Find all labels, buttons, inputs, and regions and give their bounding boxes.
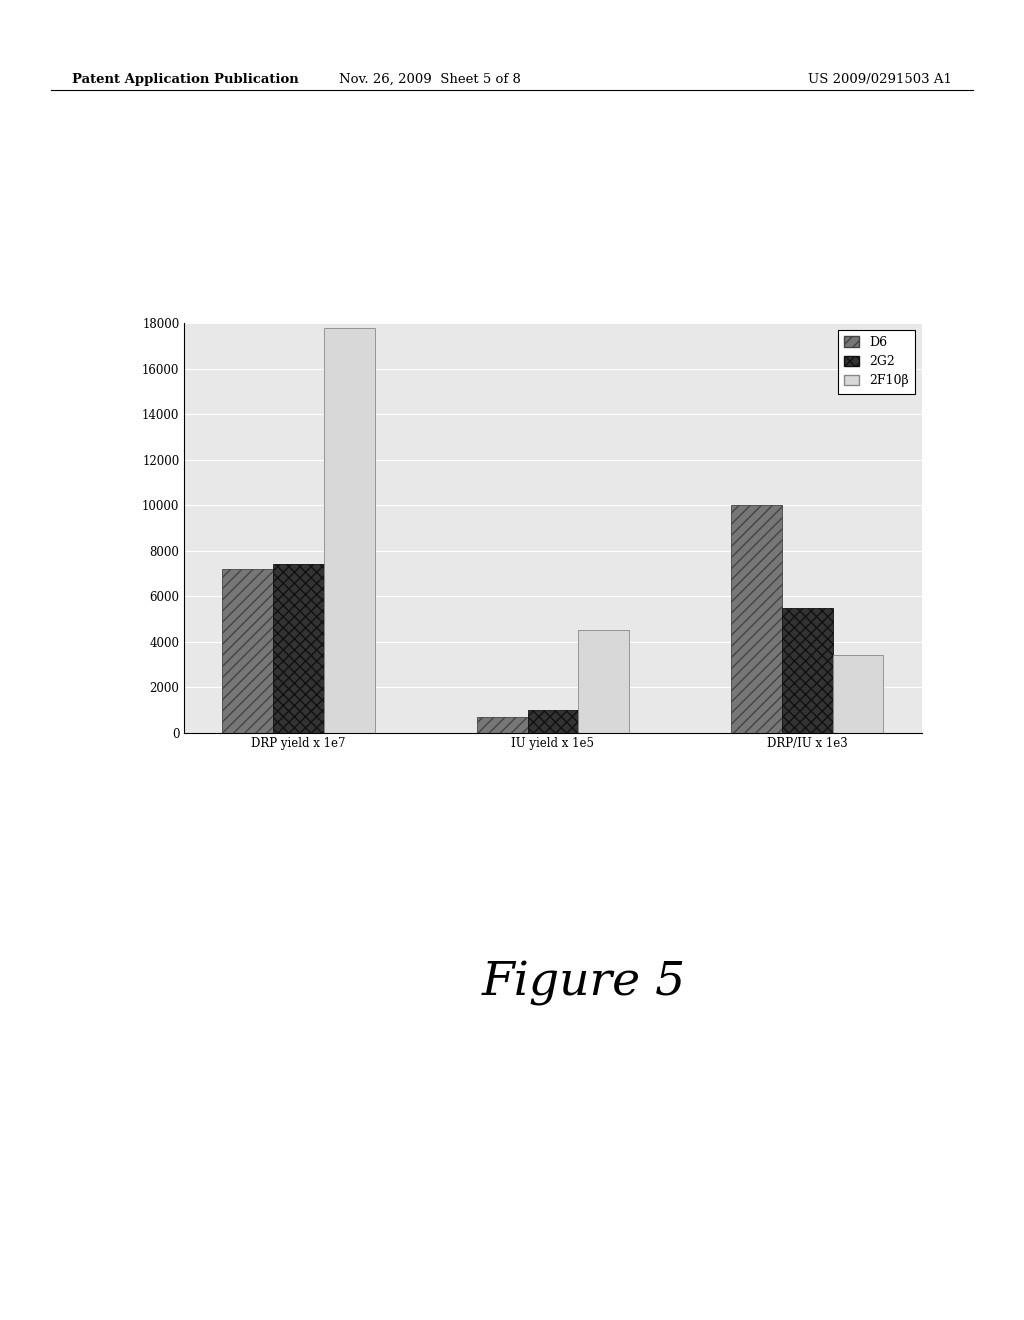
Bar (731, 506, 781, 733)
Bar (527, 710, 579, 733)
Bar (833, 655, 884, 733)
Bar (579, 630, 629, 733)
Text: Patent Application Publication: Patent Application Publication (72, 73, 298, 86)
Bar (477, 717, 527, 733)
Text: Nov. 26, 2009  Sheet 5 of 8: Nov. 26, 2009 Sheet 5 of 8 (339, 73, 521, 86)
Text: Figure 5: Figure 5 (481, 961, 686, 1006)
Bar (325, 327, 375, 733)
Legend: D6, 2G2, 2F10β: D6, 2G2, 2F10β (838, 330, 915, 393)
Text: US 2009/0291503 A1: US 2009/0291503 A1 (808, 73, 952, 86)
Bar (781, 607, 833, 733)
Bar (273, 565, 325, 733)
Bar (222, 569, 273, 733)
